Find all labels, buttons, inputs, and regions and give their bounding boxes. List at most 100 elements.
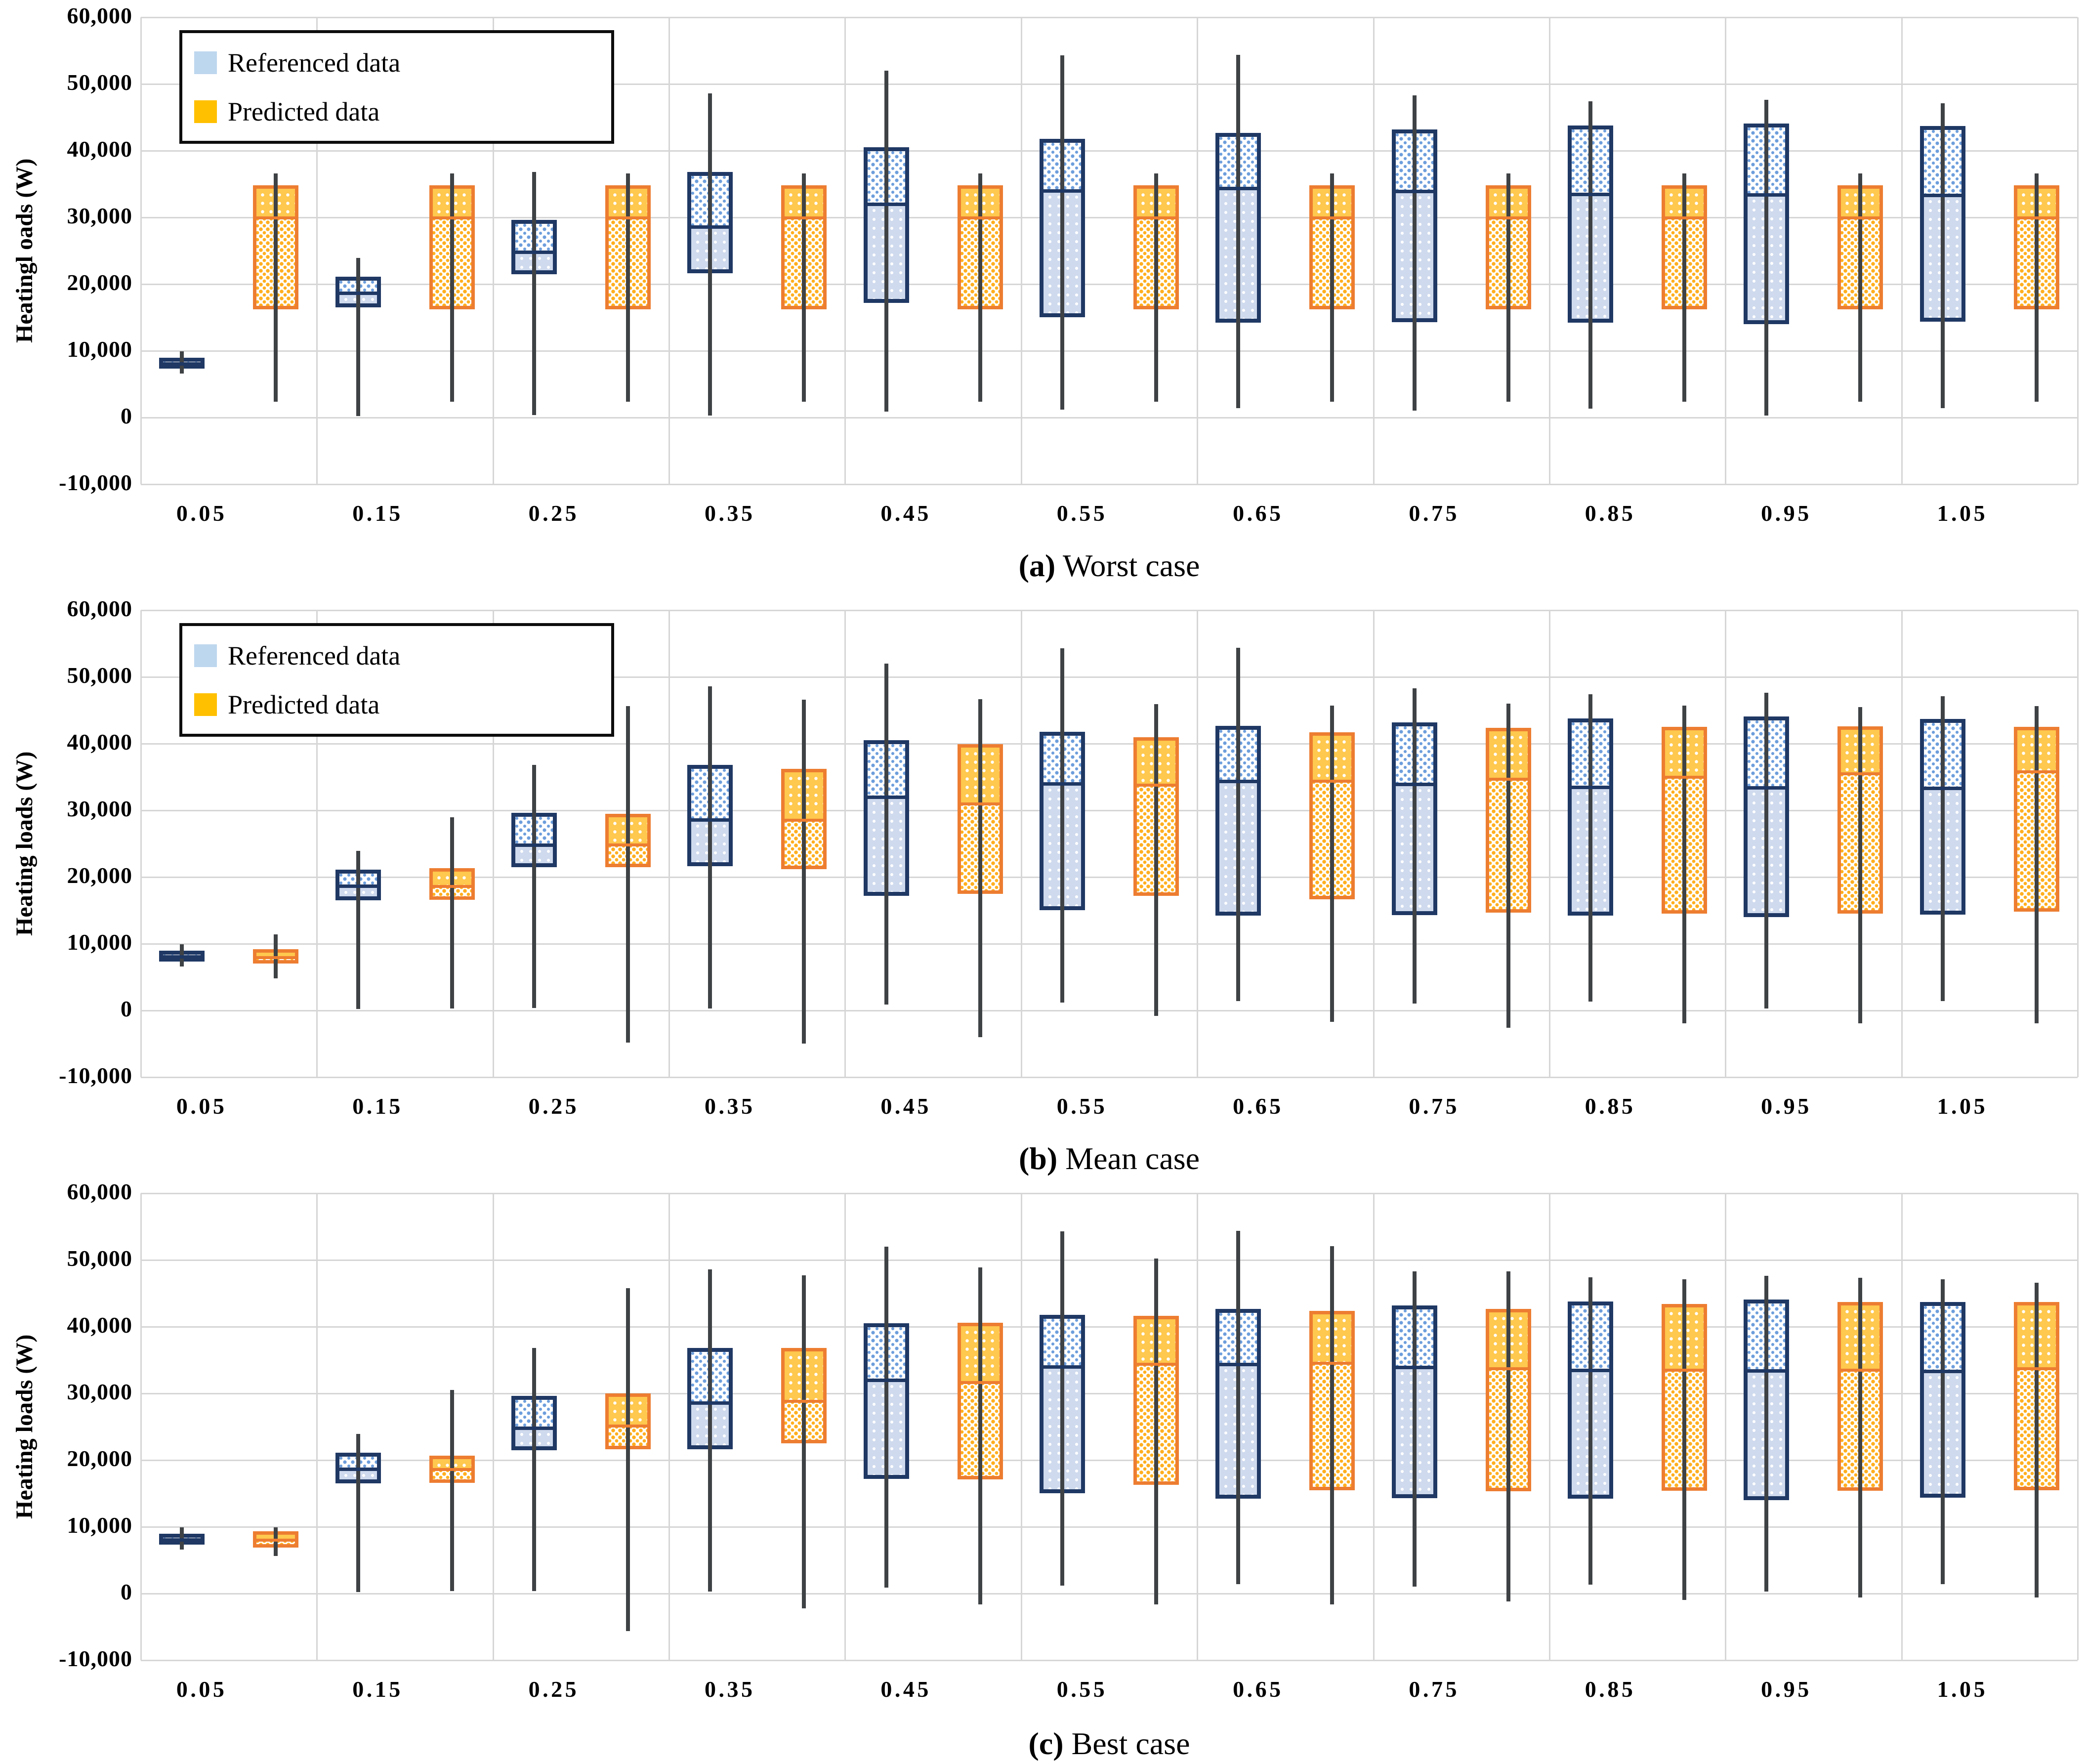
gridline-horizontal xyxy=(141,1010,2078,1011)
median-line xyxy=(429,216,475,220)
whisker-referenced xyxy=(1588,1277,1593,1585)
median-line xyxy=(1485,1367,1531,1371)
median-line xyxy=(429,884,475,888)
whisker-referenced xyxy=(1412,688,1417,1004)
median-line xyxy=(1568,1368,1614,1372)
x-tick-label: 0.45 xyxy=(880,1093,931,1119)
legend-swatch-referenced-icon xyxy=(194,51,217,74)
median-line xyxy=(1309,1362,1355,1365)
median-line xyxy=(335,1467,381,1471)
median-line xyxy=(863,203,909,206)
median-line xyxy=(159,362,205,366)
gridline-horizontal xyxy=(141,943,2078,945)
gridline-vertical xyxy=(1197,17,1199,484)
y-tick-label: 50,000 xyxy=(67,70,132,95)
gridline-vertical xyxy=(668,1193,670,1660)
gridline-vertical xyxy=(316,17,318,484)
x-tick-label: 0.55 xyxy=(1056,1093,1108,1119)
gridline-horizontal xyxy=(141,1193,2078,1194)
median-line xyxy=(1837,1368,1883,1372)
y-tick-label: -10,000 xyxy=(59,470,132,495)
whisker-referenced xyxy=(1588,101,1593,409)
whisker-predicted xyxy=(450,173,454,402)
whisker-referenced xyxy=(708,1269,712,1592)
x-tick-label: 0.35 xyxy=(704,1093,755,1119)
whisker-predicted xyxy=(626,706,630,1043)
y-tick-label: 20,000 xyxy=(67,1446,132,1471)
gridline-horizontal xyxy=(141,676,2078,678)
gridline-horizontal xyxy=(141,1460,2078,1461)
median-line xyxy=(687,818,733,822)
whisker-predicted xyxy=(1858,1278,1863,1598)
whisker-referenced xyxy=(708,93,712,416)
y-tick-label: -10,000 xyxy=(59,1646,132,1671)
median-line xyxy=(335,291,381,295)
median-line xyxy=(1215,779,1261,783)
gridline-vertical xyxy=(2077,610,2079,1077)
gridline-horizontal xyxy=(141,350,2078,352)
whisker-predicted xyxy=(978,1267,982,1604)
median-line xyxy=(1133,1362,1179,1366)
gridline-horizontal xyxy=(141,417,2078,419)
gridline-vertical xyxy=(1725,1193,1727,1660)
gridline-vertical xyxy=(1548,610,1550,1077)
gridline-vertical xyxy=(668,17,670,484)
whisker-referenced xyxy=(1060,1231,1064,1586)
median-line xyxy=(1133,216,1179,220)
caption-a-prefix: (a) xyxy=(1018,548,1056,583)
gridline-horizontal xyxy=(141,743,2078,745)
median-line xyxy=(253,956,299,960)
caption-b-text: Mean case xyxy=(1057,1141,1200,1176)
gridline-vertical xyxy=(1373,1193,1375,1660)
x-tick-label: 0.65 xyxy=(1233,1093,1284,1119)
median-line xyxy=(1040,782,1085,786)
median-line xyxy=(605,1425,651,1428)
median-line xyxy=(957,1381,1003,1385)
median-line xyxy=(1391,783,1437,787)
whisker-predicted xyxy=(626,173,630,402)
gridline-vertical xyxy=(1373,17,1375,484)
caption-c: (c) Best case xyxy=(141,1725,2078,1762)
median-line xyxy=(511,251,557,254)
whisker-referenced xyxy=(884,71,888,412)
whisker-referenced xyxy=(1236,1230,1241,1585)
x-tick-label: 0.85 xyxy=(1585,501,1636,526)
whisker-referenced xyxy=(1412,95,1417,411)
x-tick-label: 0.85 xyxy=(1585,1093,1636,1119)
x-tick-label: 0.45 xyxy=(880,501,931,526)
whisker-referenced xyxy=(1764,1276,1769,1592)
whisker-predicted xyxy=(1858,707,1863,1023)
median-line xyxy=(335,884,381,888)
x-tick-label: 0.95 xyxy=(1761,1093,1812,1119)
whisker-predicted xyxy=(1682,173,1687,402)
legend-label-referenced: Referenced data xyxy=(228,47,401,78)
gridline-vertical xyxy=(2077,17,2079,484)
median-line xyxy=(1837,216,1883,220)
median-line xyxy=(1391,190,1437,194)
whisker-predicted xyxy=(1154,704,1158,1016)
whisker-predicted xyxy=(1154,1259,1158,1604)
y-tick-label: 0 xyxy=(121,403,132,428)
x-tick-label: 0.25 xyxy=(528,1677,580,1702)
median-line xyxy=(1215,186,1261,190)
caption-a-text: Worst case xyxy=(1055,548,1200,583)
whisker-referenced xyxy=(1588,694,1593,1002)
whisker-predicted xyxy=(274,173,278,402)
gridline-horizontal xyxy=(141,84,2078,85)
y-tick-label: 10,000 xyxy=(67,336,132,362)
gridline-vertical xyxy=(1020,1193,1022,1660)
legend-label-predicted: Predicted data xyxy=(228,96,380,126)
y-tick-label: 60,000 xyxy=(67,1179,132,1204)
gridline-vertical xyxy=(140,17,142,484)
whisker-predicted xyxy=(2034,1282,2039,1598)
gridline-horizontal xyxy=(141,1393,2078,1394)
whisker-predicted xyxy=(1506,173,1510,402)
x-tick-label: 0.35 xyxy=(704,1677,755,1702)
median-line xyxy=(1744,786,1790,790)
median-line xyxy=(781,216,827,220)
gridline-horizontal xyxy=(141,1660,2078,1661)
gridline-vertical xyxy=(2077,1193,2079,1660)
gridline-horizontal xyxy=(141,1526,2078,1528)
whisker-referenced xyxy=(532,172,536,415)
